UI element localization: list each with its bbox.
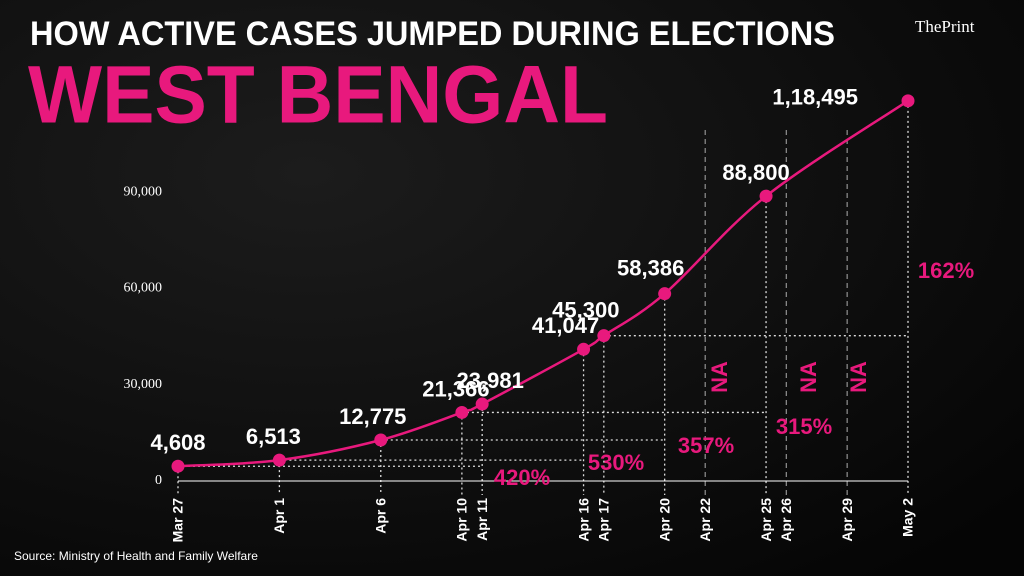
- source-note: Source: Ministry of Health and Family We…: [14, 549, 258, 563]
- x-tick-label: Apr 6: [372, 498, 388, 534]
- x-tick-label: Apr 17: [596, 498, 612, 542]
- y-tick-label: 30,000: [124, 377, 163, 392]
- data-point: [597, 329, 611, 343]
- data-label: 1,18,495: [772, 85, 858, 110]
- x-tick-label: Apr 25: [758, 498, 774, 542]
- data-label: 6,513: [246, 424, 301, 449]
- x-tick-label: May 2: [900, 498, 916, 537]
- data-label: 45,300: [552, 297, 619, 322]
- data-label: 21,366: [422, 376, 489, 401]
- annotation: 162%: [918, 258, 974, 283]
- y-tick-label: 0: [155, 473, 162, 488]
- annotation: 357%: [678, 433, 734, 458]
- y-tick-label: 90,000: [124, 184, 163, 199]
- annotation: 530%: [588, 450, 644, 475]
- x-tick-label: Mar 27: [170, 498, 186, 543]
- data-label: 88,800: [722, 160, 789, 185]
- data-label: 4,608: [150, 430, 205, 455]
- x-tick-label: Apr 1: [271, 498, 287, 534]
- data-point: [455, 405, 469, 419]
- data-point: [577, 342, 591, 356]
- x-tick-label: Apr 22: [697, 498, 713, 542]
- subtitle: WEST BENGAL: [28, 50, 608, 141]
- data-label: 12,775: [339, 404, 406, 429]
- annotation: NA: [707, 361, 732, 393]
- data-point: [658, 287, 672, 301]
- y-tick-label: 60,000: [124, 281, 163, 296]
- data-point: [759, 189, 773, 203]
- x-tick-label: Apr 11: [474, 498, 490, 541]
- annotation: NA: [796, 361, 821, 393]
- annotation: 420%: [494, 465, 550, 490]
- brand-logo: ThePrint: [915, 17, 975, 36]
- x-tick-label: Apr 16: [575, 498, 591, 542]
- x-tick-label: Apr 10: [454, 498, 470, 542]
- annotation: NA: [846, 361, 871, 393]
- data-label: 41,047: [532, 313, 599, 338]
- x-tick-label: Apr 26: [778, 498, 794, 542]
- data-label: 23,981: [457, 368, 524, 393]
- annotation: 315%: [776, 414, 832, 439]
- data-point: [272, 453, 286, 467]
- data-point: [475, 397, 489, 411]
- x-tick-label: Apr 29: [839, 498, 855, 542]
- data-point: [171, 459, 185, 473]
- line: [177, 99, 909, 468]
- data-point: [374, 433, 388, 447]
- data-point: [901, 94, 915, 108]
- title: HOW ACTIVE CASES JUMPED DURING ELECTIONS: [30, 15, 835, 53]
- data-label: 58,386: [617, 255, 684, 280]
- x-tick-label: Apr 20: [656, 498, 672, 542]
